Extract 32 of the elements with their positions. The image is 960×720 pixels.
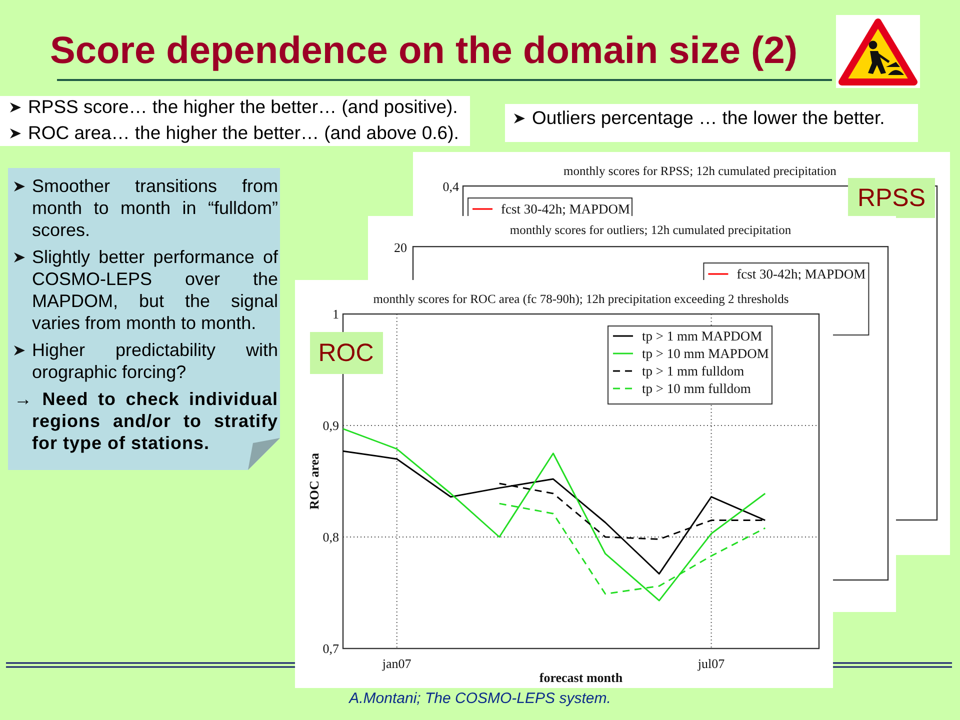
text: Higher predictability with orographic forcing? [32, 339, 278, 383]
text: A.Montani; The COSMO-LEPS system. [348, 690, 612, 708]
text: monthly scores for outliers; 12h cumulated precipitation [510, 223, 792, 237]
y-tick-label: 0,9 [322, 418, 339, 433]
text: monthly scores for RPSS; 12h cumulated precipitation [564, 164, 838, 178]
annotation: ROC [318, 339, 374, 367]
text: 20 [394, 240, 407, 256]
text: 0,4 [442, 179, 460, 194]
label-box: RPSS [848, 178, 935, 218]
label-box: ROC [310, 332, 382, 374]
x-tick-label: jan07 [381, 656, 412, 671]
text: ROC area… the higher the better… (and above 0.6). [28, 122, 459, 144]
y-tick-label: 0,7 [322, 641, 340, 656]
text: Outliers percentage … the lower the better. [532, 107, 885, 129]
x-axis-title: forecast month [539, 670, 624, 685]
line-series [342, 428, 766, 602]
text: Score dependence on the domain size (2) [50, 29, 798, 73]
legend-label: tp > 1 mm MAPDOM [642, 328, 762, 344]
text: Slightly better performance of COSMO-LEPS over the MAPDOM, but the signal varies from month to month. [32, 246, 278, 334]
text: fcst 30-42h; MAPDOM [501, 202, 630, 216]
y-axis-title: ROC area [306, 452, 322, 510]
text: fcst 30-42h; MAPDOM [736, 266, 866, 282]
text: RPSS score… the higher the better… (and positive). [28, 96, 458, 118]
text: Smoother transitions from month to month in “fulldom” scores. [32, 175, 278, 241]
chart-title: monthly scores for ROC area (fc 78-90h); 12h precipitation exceeding 2 thresholds [373, 292, 789, 306]
legend-label: tp > 10 mm fulldom [642, 381, 752, 396]
x-tick-label: jul07 [696, 656, 726, 671]
legend-label: tp > 1 mm fulldom [642, 364, 745, 378]
y-tick-label: 0,8 [322, 530, 339, 544]
text: → Need to check individual regions and/or to stratify for type of stations. [14, 388, 278, 454]
y-tick-label: 1 [332, 306, 339, 322]
legend-label: tp > 10 mm MAPDOM [642, 346, 769, 361]
